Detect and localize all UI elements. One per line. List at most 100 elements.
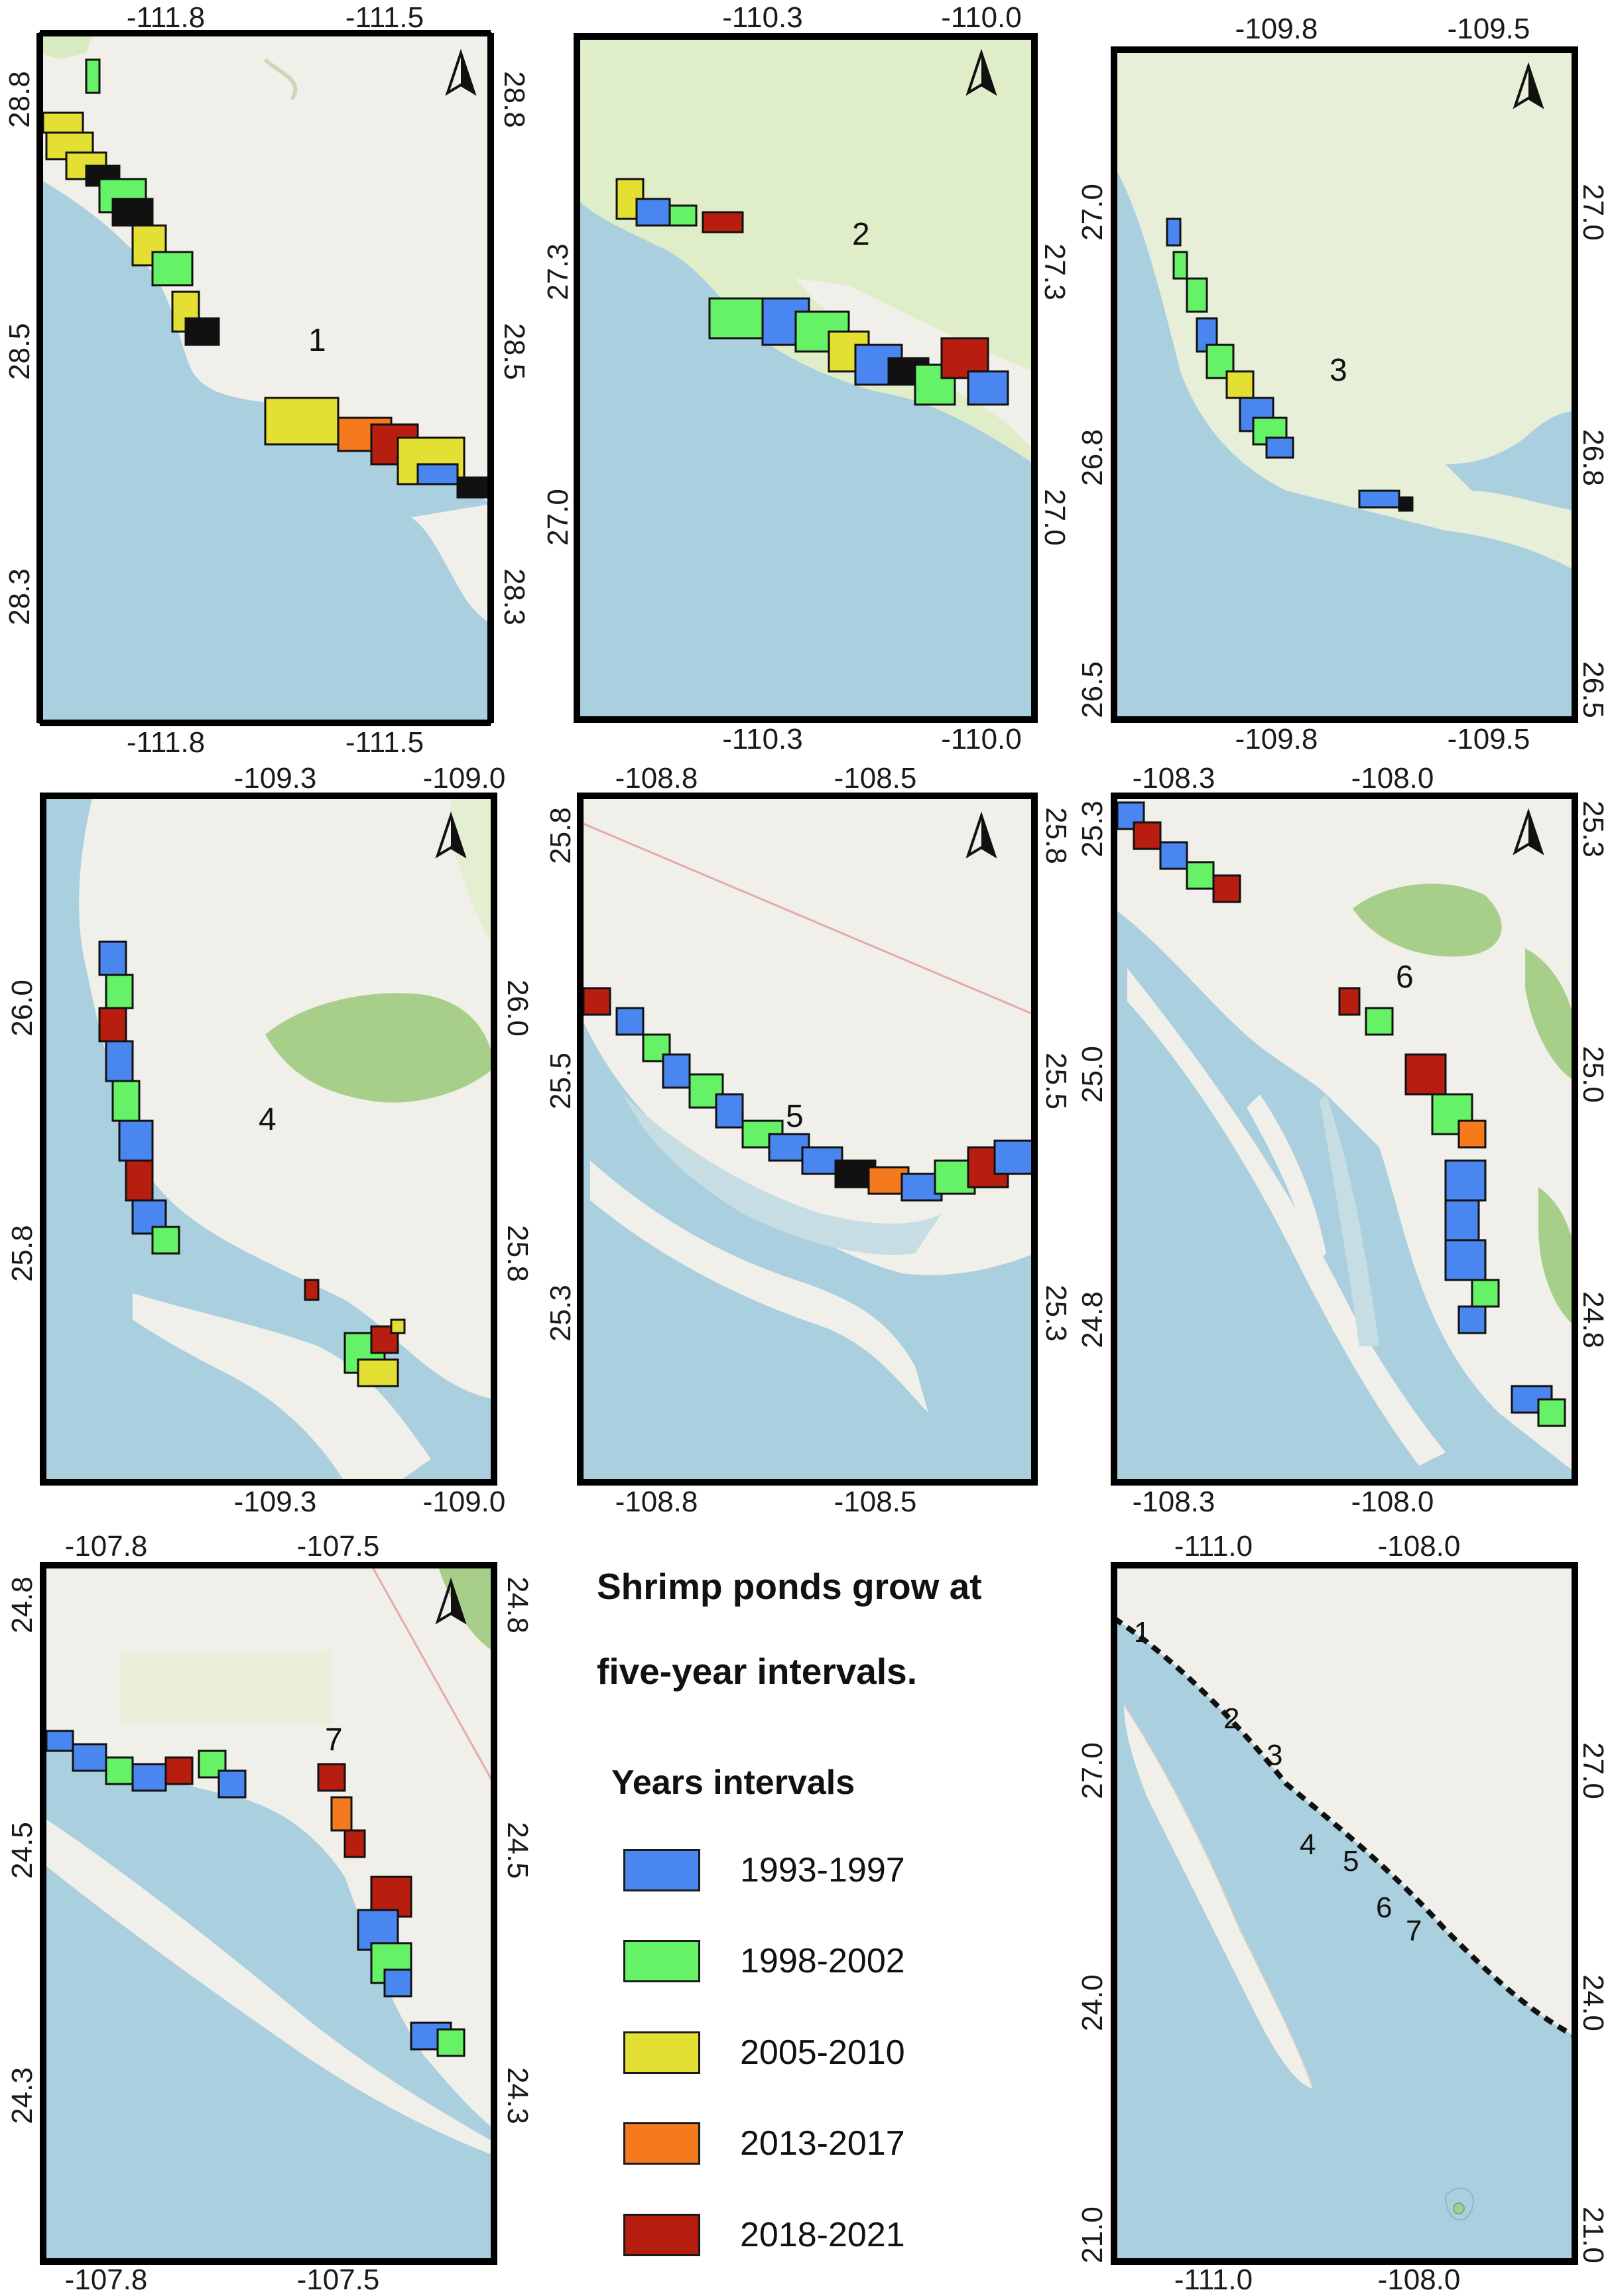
x-tick-bottom: -108.3 (1132, 1486, 1215, 1518)
y-tick-right: 27.0 (1038, 489, 1071, 546)
legend-swatch (623, 1940, 700, 1982)
x-tick-bottom: -111.8 (126, 726, 206, 759)
y-tick-left: 21.0 (1076, 2206, 1109, 2264)
legend-item: 2018-2021 (623, 2212, 905, 2258)
legend-label: 1998-2002 (740, 1942, 905, 1980)
legend-label: 2018-2021 (740, 2216, 905, 2254)
north-arrow-icon (1513, 62, 1544, 109)
map-panel-3: -109.8 -109.5 -109.8 -109.5 27.0 26.8 26… (1074, 0, 1610, 754)
y-tick-right: 28.8 (498, 71, 530, 128)
map-panel-4: -109.3 -109.0 -109.3 -109.0 26.0 25.8 26… (0, 749, 544, 1517)
north-arrow-icon (965, 811, 997, 859)
y-tick-right: 24.3 (501, 2067, 534, 2124)
map-panel-1-canvas (36, 30, 494, 726)
x-tick-bottom: -108.5 (834, 1486, 917, 1518)
x-tick-bottom: -109.5 (1447, 723, 1530, 755)
legend-swatch (623, 2122, 700, 2165)
x-tick-top: -111.0 (1174, 1530, 1253, 1563)
y-tick-left: 25.8 (6, 1225, 38, 1282)
x-tick-bottom: -110.0 (941, 723, 1022, 755)
y-tick-left: 26.0 (6, 980, 38, 1037)
x-tick-bottom: -109.3 (233, 1486, 317, 1518)
map-panel-7-canvas (40, 1562, 497, 2265)
map-panel-6-canvas (1111, 793, 1578, 1486)
y-tick-right: 28.5 (498, 323, 530, 380)
overview-site-label: 3 (1267, 1739, 1283, 1771)
x-tick-top: -108.3 (1132, 762, 1215, 795)
map-panel-6: -108.3 -108.0 -108.3 -108.0 25.3 25.0 24… (1074, 749, 1610, 1517)
legend-item: 1993-1997 (623, 1847, 905, 1893)
y-tick-left: 24.8 (6, 1576, 38, 1633)
legend-swatch (623, 2031, 700, 2074)
map-panel-5: -108.8 -108.5 -108.8 -108.5 25.8 25.5 25… (544, 749, 1074, 1517)
map-panel-3-canvas (1111, 46, 1578, 723)
site-label: 6 (1396, 960, 1414, 995)
y-tick-left: 25.5 (544, 1052, 577, 1110)
y-tick-right: 26.5 (1577, 661, 1609, 718)
site-label: 5 (786, 1099, 804, 1134)
figure-title-line-1: Shrimp ponds grow at (597, 1566, 982, 1607)
figure-title-line-2: five-year intervals. (597, 1651, 918, 1692)
site-label: 7 (325, 1722, 343, 1757)
y-tick-right: 24.5 (501, 1822, 534, 1879)
x-tick-bottom: -111.5 (345, 726, 424, 759)
y-tick-right: 27.0 (1577, 1742, 1609, 1799)
x-tick-bottom: -108.0 (1351, 1486, 1434, 1518)
site-label: 3 (1330, 353, 1347, 388)
y-tick-left: 27.0 (1076, 1742, 1109, 1799)
legend-label: 2013-2017 (740, 2124, 905, 2163)
x-tick-top: -109.3 (233, 762, 317, 795)
y-tick-left: 28.5 (3, 323, 36, 380)
legend-heading: Years intervals (611, 1763, 855, 1802)
overview-site-label: 2 (1223, 1702, 1240, 1735)
y-tick-right: 25.8 (501, 1225, 534, 1282)
y-tick-left: 25.8 (544, 807, 577, 864)
y-tick-right: 24.8 (501, 1576, 534, 1633)
y-tick-left: 25.0 (1076, 1046, 1109, 1103)
y-tick-right: 25.5 (1040, 1052, 1072, 1110)
overview-site-label: 4 (1300, 1828, 1316, 1861)
y-tick-left: 26.5 (1076, 661, 1109, 718)
x-tick-top: -111.5 (345, 1, 424, 34)
site-label: 1 (308, 323, 326, 358)
y-tick-right: 24.0 (1577, 1974, 1609, 2031)
y-tick-right: 25.8 (1040, 807, 1072, 864)
y-tick-right: 26.0 (501, 980, 534, 1037)
legend-item: 1998-2002 (623, 1938, 905, 1984)
site-label: 2 (852, 217, 870, 252)
x-tick-top: -108.0 (1377, 1530, 1461, 1563)
x-tick-bottom: -108.0 (1377, 2264, 1461, 2296)
x-tick-top: -110.0 (941, 1, 1022, 34)
x-tick-top: -109.8 (1235, 13, 1318, 45)
north-arrow-icon (445, 48, 477, 96)
x-tick-top: -109.5 (1447, 13, 1530, 45)
overview-site-label: 6 (1376, 1891, 1393, 1924)
map-panel-4-canvas (40, 793, 497, 1486)
y-tick-left: 28.3 (3, 568, 36, 625)
overview-map-panel: -111.0 -108.0 -111.0 -108.0 27.0 24.0 21… (1074, 1505, 1610, 2295)
x-tick-top: -108.0 (1351, 762, 1434, 795)
legend-item: 2013-2017 (623, 2120, 905, 2167)
legend-label: 1993-1997 (740, 1851, 905, 1889)
y-tick-left: 26.8 (1076, 429, 1109, 486)
y-tick-right: 25.3 (1577, 800, 1609, 858)
y-tick-left: 28.8 (3, 71, 36, 128)
north-arrow-icon (435, 811, 467, 859)
overview-site-label: 1 (1134, 1616, 1150, 1649)
y-tick-left: 25.3 (1076, 800, 1109, 858)
overview-site-label: 7 (1406, 1915, 1422, 1947)
y-tick-left: 24.0 (1076, 1974, 1109, 2031)
x-tick-top: -108.5 (834, 762, 917, 795)
x-tick-top: -107.5 (296, 1530, 380, 1563)
x-tick-top: -109.0 (422, 762, 506, 795)
site-label: 4 (259, 1102, 277, 1137)
x-tick-top: -107.8 (64, 1530, 148, 1563)
map-panel-5-canvas (577, 793, 1038, 1486)
map-panel-2-canvas (574, 33, 1038, 723)
y-tick-left: 24.8 (1076, 1291, 1109, 1348)
x-tick-bottom: -111.0 (1174, 2264, 1253, 2296)
x-tick-top: -110.3 (722, 1, 803, 34)
y-tick-right: 25.0 (1577, 1046, 1609, 1103)
legend-swatch (623, 2214, 700, 2256)
y-tick-right: 25.3 (1040, 1285, 1072, 1342)
